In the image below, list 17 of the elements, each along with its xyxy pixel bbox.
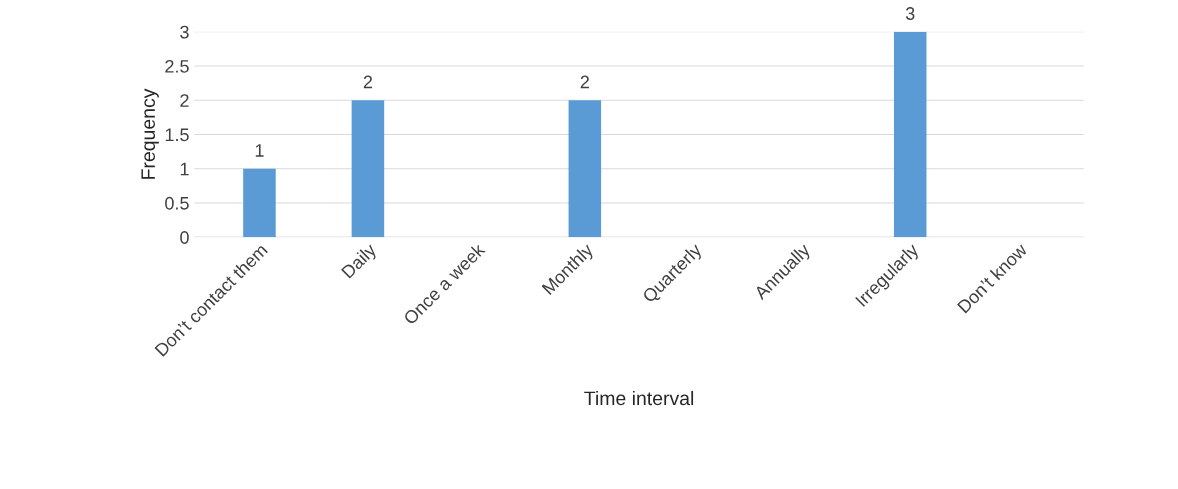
y-tick-label: 0.5 xyxy=(165,196,189,210)
bar xyxy=(893,31,927,238)
y-axis-title: Frequency xyxy=(141,88,159,179)
y-tick-label: 2 xyxy=(180,94,189,107)
data-label: 2 xyxy=(580,75,589,89)
bar xyxy=(351,100,385,238)
y-tick-label: 3 xyxy=(180,25,189,39)
y-tick-label: 1 xyxy=(180,162,189,176)
data-label: 1 xyxy=(255,144,264,157)
y-tick-label: 0 xyxy=(180,231,189,244)
y-tick-label: 2.5 xyxy=(165,59,189,73)
bar xyxy=(243,168,276,238)
y-tick-label: 1.5 xyxy=(165,128,189,142)
data-label: 3 xyxy=(905,7,915,20)
x-axis-title: Time interval xyxy=(584,390,694,406)
data-label: 2 xyxy=(363,75,373,89)
bar xyxy=(568,100,602,238)
